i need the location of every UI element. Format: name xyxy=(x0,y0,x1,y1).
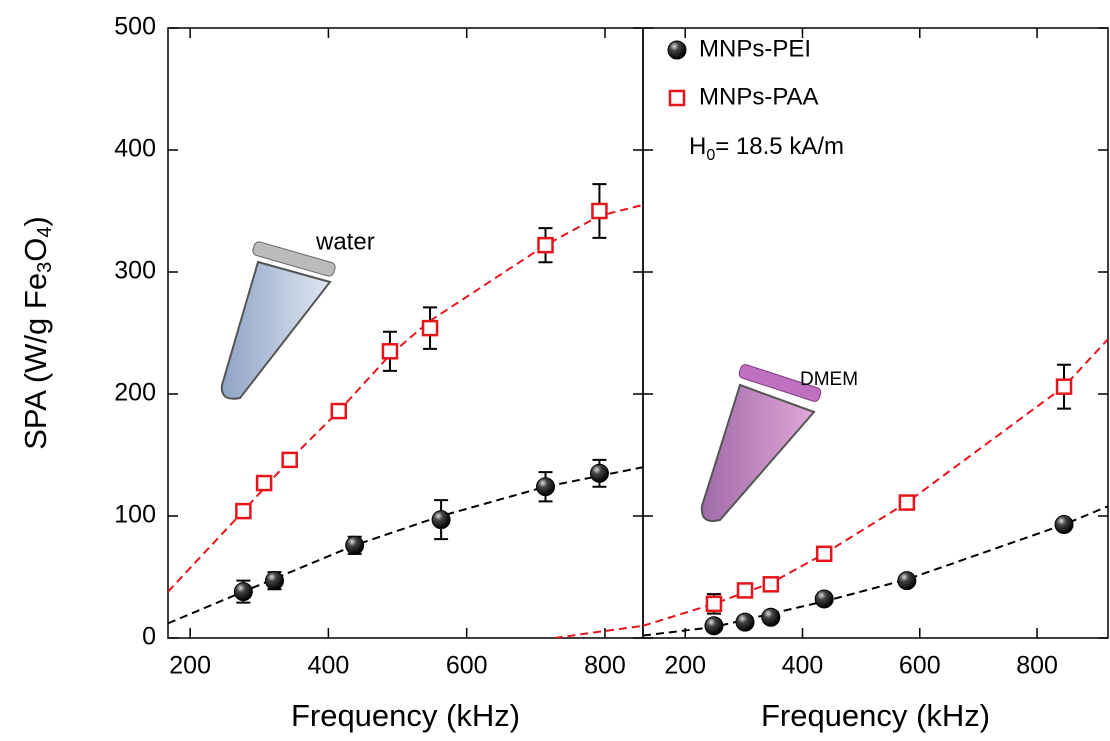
data-point xyxy=(591,202,608,220)
field-label-part: = 18.5 kA/m xyxy=(715,133,844,160)
fit-line xyxy=(643,505,1109,637)
data-point xyxy=(761,607,781,627)
data-point xyxy=(264,571,284,591)
data-point xyxy=(814,589,834,609)
y-tick-label: 100 xyxy=(114,501,156,529)
legend-label: MNPs-PAA xyxy=(699,83,819,110)
y-axis-label-part: ) xyxy=(18,216,53,226)
field-label: H0= 18.5 kA/m xyxy=(689,133,844,164)
y-axis-label: SPA (W/g Fe3O4) xyxy=(18,216,56,450)
x-axis-label: Frequency (kHz) xyxy=(761,698,990,733)
x-tick-label: 600 xyxy=(899,652,941,680)
legend-label: MNPs-PEI xyxy=(699,35,811,62)
x-tick-label: 200 xyxy=(169,652,211,680)
field-label-part: 0 xyxy=(706,147,715,164)
data-point xyxy=(897,571,917,591)
x-tick-label: 800 xyxy=(584,652,626,680)
fit-line xyxy=(168,466,643,625)
data-point xyxy=(235,502,252,520)
data-point xyxy=(736,582,754,599)
plot-area xyxy=(168,203,643,638)
y-axis-label-part: SPA (W/g Fe xyxy=(18,273,53,450)
data-point xyxy=(233,582,253,602)
data-point xyxy=(536,477,556,497)
x-tick-label: 600 xyxy=(446,652,488,680)
annotation: water xyxy=(315,228,375,255)
data-point xyxy=(381,343,399,360)
x-tick-label: 400 xyxy=(782,652,824,680)
field-label-part: H xyxy=(689,133,706,160)
data-point xyxy=(705,595,723,613)
y-axis-label-part: 4 xyxy=(34,227,56,238)
y-tick-label: 200 xyxy=(114,379,156,407)
x-tick-label: 200 xyxy=(664,652,706,680)
plot-frame xyxy=(642,27,1109,639)
y-tick-label: 0 xyxy=(142,623,156,651)
data-point xyxy=(537,236,554,254)
y-tick-label: 400 xyxy=(114,135,156,163)
data-point xyxy=(1054,515,1074,535)
x-tick-label: 800 xyxy=(1016,652,1058,680)
data-point xyxy=(431,510,451,530)
legend-marker xyxy=(667,40,687,60)
x-tick-label: 400 xyxy=(308,652,350,680)
y-axis-label-part: 3 xyxy=(34,262,56,273)
fit-line xyxy=(554,624,643,638)
annotation: DMEM xyxy=(800,369,858,390)
data-point xyxy=(815,545,833,563)
data-point xyxy=(704,616,724,636)
data-point xyxy=(345,535,365,555)
y-axis-label-part: O xyxy=(18,238,53,262)
y-tick-label: 300 xyxy=(114,257,156,285)
data-point xyxy=(281,451,298,469)
data-point xyxy=(898,494,916,511)
data-point xyxy=(255,474,273,492)
data-point xyxy=(762,576,780,593)
x-axis-label: Frequency (kHz) xyxy=(291,698,520,733)
data-point xyxy=(589,463,609,483)
fit-line xyxy=(168,203,643,593)
tube-water xyxy=(220,241,336,400)
data-point xyxy=(421,319,439,337)
y-tick-label: 500 xyxy=(114,13,156,41)
data-point xyxy=(735,612,755,632)
data-point xyxy=(1055,378,1073,395)
tube-dmem xyxy=(700,364,822,522)
legend-marker xyxy=(668,89,686,107)
data-point xyxy=(330,402,348,420)
